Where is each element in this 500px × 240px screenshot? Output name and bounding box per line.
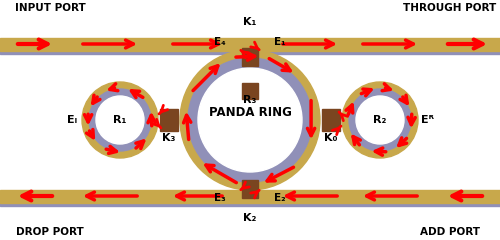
Text: R₁: R₁ xyxy=(114,115,126,125)
Circle shape xyxy=(198,68,302,172)
Circle shape xyxy=(188,58,312,182)
Text: E₃: E₃ xyxy=(214,193,226,203)
Bar xyxy=(242,180,258,198)
Bar xyxy=(0,37,500,50)
Text: K₁: K₁ xyxy=(244,17,256,27)
Text: PANDA RING: PANDA RING xyxy=(208,106,292,119)
Circle shape xyxy=(180,50,320,190)
Text: R₂: R₂ xyxy=(374,115,386,125)
Text: Eᴿ: Eᴿ xyxy=(422,115,434,125)
Text: E₄: E₄ xyxy=(214,37,226,47)
Circle shape xyxy=(349,89,411,151)
Text: DROP PORT: DROP PORT xyxy=(16,227,84,237)
Text: E₁: E₁ xyxy=(274,37,286,47)
Text: K₃: K₃ xyxy=(162,133,175,143)
Circle shape xyxy=(82,82,158,158)
Bar xyxy=(0,49,500,54)
Circle shape xyxy=(342,82,418,158)
Circle shape xyxy=(89,89,151,151)
Text: ADD PORT: ADD PORT xyxy=(420,227,480,237)
Circle shape xyxy=(96,96,144,144)
Circle shape xyxy=(356,96,404,144)
Text: INPUT PORT: INPUT PORT xyxy=(14,3,86,13)
Text: K₂: K₂ xyxy=(244,213,256,223)
Text: E₂: E₂ xyxy=(274,193,286,203)
Bar xyxy=(0,190,500,203)
Bar xyxy=(160,109,178,131)
Bar xyxy=(322,109,340,131)
Text: Eₗ: Eₗ xyxy=(67,115,77,125)
Bar xyxy=(0,202,500,205)
Text: THROUGH PORT: THROUGH PORT xyxy=(404,3,496,13)
Bar xyxy=(242,48,258,66)
Bar xyxy=(242,83,258,99)
Text: K₀: K₀ xyxy=(324,133,338,143)
Text: R₃: R₃ xyxy=(244,95,256,105)
